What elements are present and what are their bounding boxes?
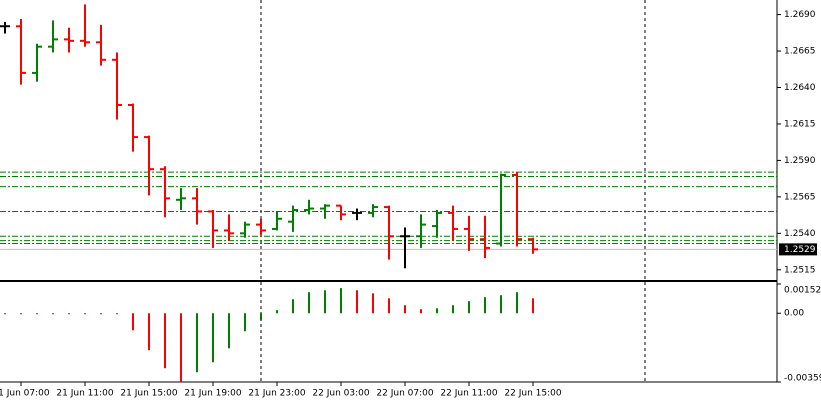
x-tick-label: 22 Jun 15:00 (504, 389, 561, 399)
y-tick-label: 1.2590 (784, 156, 816, 166)
y-tick-label: 1.2615 (784, 119, 816, 129)
x-tick-label: 22 Jun 03:00 (312, 389, 369, 399)
y-tick-label: -0.00359 (784, 374, 821, 384)
y-tick-label: 1.2690 (784, 10, 816, 20)
x-tick-label: 21 Jun 11:00 (56, 389, 113, 399)
last-price-label: 1.2529 (784, 245, 816, 255)
y-tick-label: 1.2515 (784, 265, 816, 275)
x-tick-label: 22 Jun 11:00 (440, 389, 497, 399)
x-tick-label: 22 Jun 07:00 (376, 389, 433, 399)
last-price-box (779, 243, 817, 256)
y-tick-label: 1.2565 (784, 192, 816, 202)
y-tick-label: 0.001527 (784, 286, 821, 296)
x-tick-label: 21 Jun 15:00 (120, 389, 177, 399)
x-tick-label: 21 Jun 07:00 (0, 389, 50, 399)
y-tick-label: 1.2640 (784, 83, 816, 93)
y-tick-label: 1.2665 (784, 47, 816, 57)
x-tick-label: 21 Jun 19:00 (184, 389, 241, 399)
y-tick-label: 0.00 (784, 309, 804, 319)
x-tick-label: 21 Jun 23:00 (248, 389, 305, 399)
y-tick-label: 1.2540 (784, 229, 816, 239)
